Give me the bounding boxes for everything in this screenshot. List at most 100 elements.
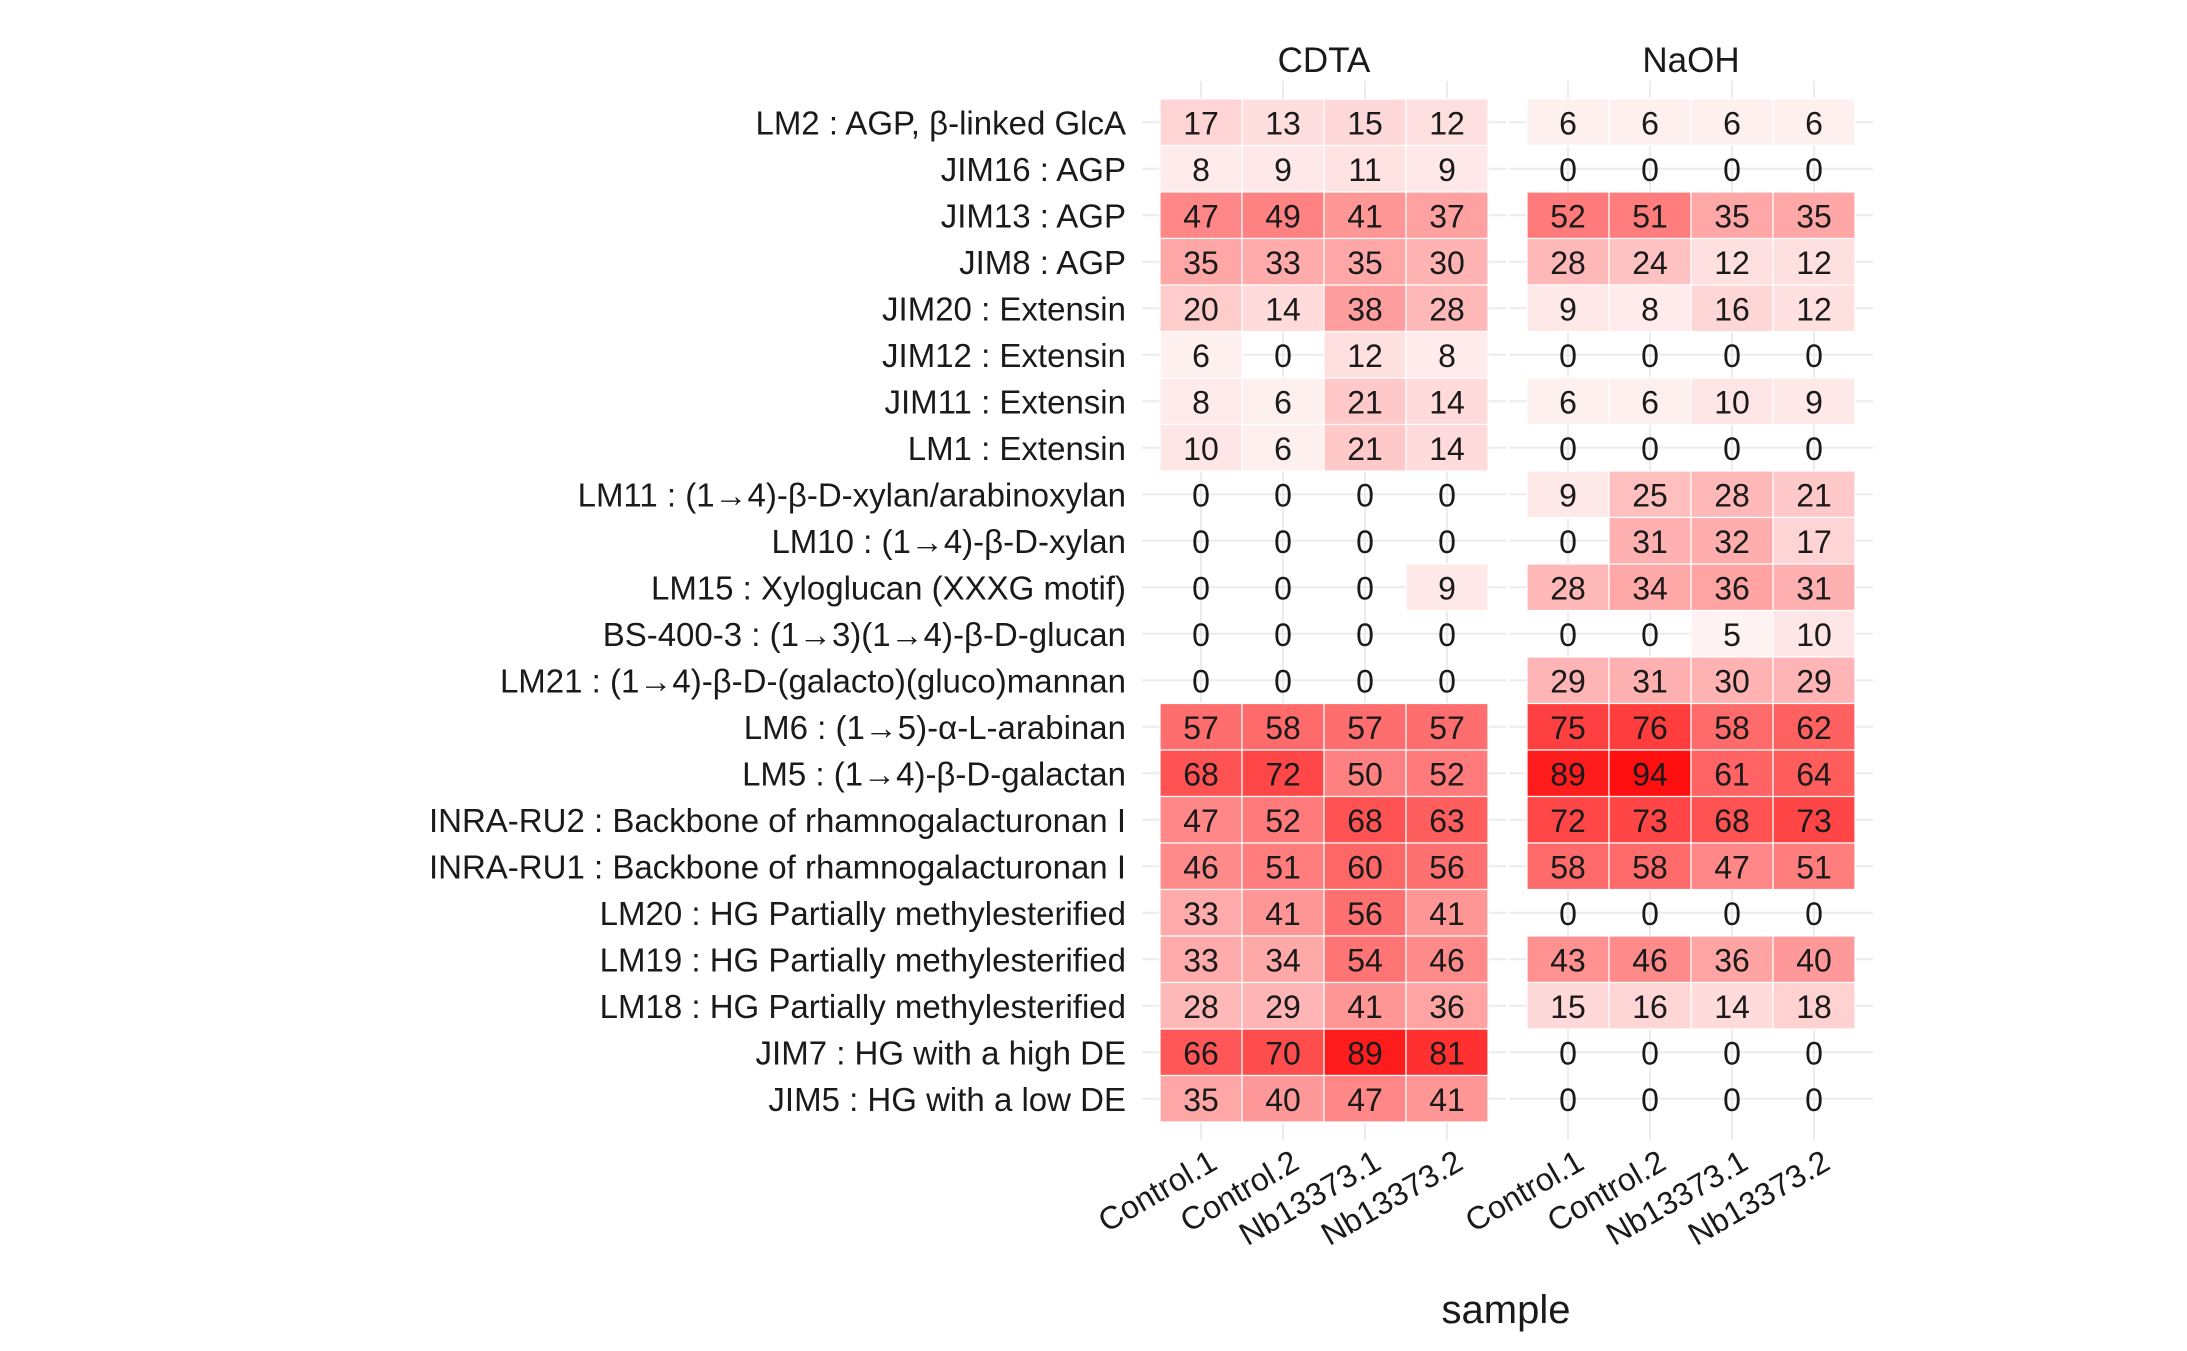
cell-value-label: 10	[1183, 431, 1219, 467]
cell-value-label: 58	[1714, 710, 1750, 746]
cell-value-label: 5	[1723, 617, 1741, 653]
heatmap-cell	[1690, 749, 1774, 798]
heatmap-cell	[1690, 377, 1774, 426]
heatmap-cell	[1323, 1028, 1407, 1077]
heatmap-cell	[1772, 749, 1856, 798]
heatmap-cell	[1526, 284, 1610, 333]
heatmap-cell	[1159, 377, 1243, 426]
cell-value-label: 40	[1796, 942, 1832, 978]
cell-value-label: 8	[1192, 384, 1210, 420]
cell-value-label: 0	[1192, 617, 1210, 653]
heatmap-cell	[1608, 935, 1692, 984]
cell-value-label: 33	[1183, 896, 1219, 932]
heatmap-cell	[1608, 516, 1692, 565]
heatmap-cell	[1405, 795, 1489, 844]
heatmap-cell	[1608, 98, 1692, 147]
cell-value-label: 21	[1347, 384, 1383, 420]
cell-value-label: 47	[1347, 1082, 1383, 1118]
heatmap-cell	[1159, 1028, 1243, 1077]
cell-value-label: 9	[1438, 152, 1456, 188]
cell-value-label: 0	[1274, 524, 1292, 560]
heatmap-cell	[1323, 749, 1407, 798]
heatmap-cell	[1241, 98, 1325, 147]
cell-value-label: 89	[1347, 1035, 1383, 1071]
cell-value-label: 0	[1805, 1035, 1823, 1071]
row-label: JIM8 : AGP	[959, 244, 1126, 281]
cell-value-label: 29	[1265, 989, 1301, 1025]
row-labels: LM2 : AGP, β-linked GlcA JIM16 : AGP JIM13…	[429, 104, 1126, 1118]
cell-value-label: 29	[1550, 663, 1586, 699]
cell-value-label: 0	[1192, 477, 1210, 513]
cell-value-label: 0	[1723, 1082, 1741, 1118]
row-label: BS-400-3 : (1→3)(1→4)-β-D-glucan	[603, 616, 1126, 653]
heatmap-cell	[1323, 237, 1407, 286]
cell-value-label: 0	[1559, 896, 1577, 932]
heatmap-cell	[1159, 981, 1243, 1030]
cell-value-label: 94	[1632, 756, 1668, 792]
cell-value-label: 0	[1192, 524, 1210, 560]
row-label: LM11 : (1→4)-β-D-xylan/arabinoxylan	[578, 476, 1126, 513]
cell-value-label: 37	[1429, 198, 1465, 234]
heatmap-cell	[1608, 284, 1692, 333]
cell-value-label: 0	[1723, 152, 1741, 188]
cell-value-label: 9	[1559, 291, 1577, 327]
cell-value-label: 14	[1429, 384, 1465, 420]
cell-value-label: 58	[1632, 849, 1668, 885]
cell-value-label: 0	[1641, 338, 1659, 374]
heatmap-cells	[1159, 98, 1856, 1123]
heatmap-cell	[1690, 98, 1774, 147]
cell-value-label: 33	[1183, 942, 1219, 978]
cell-value-label: 16	[1632, 989, 1668, 1025]
heatmap-cell	[1405, 981, 1489, 1030]
cell-value-label: 43	[1550, 942, 1586, 978]
cell-value-label: 0	[1356, 477, 1374, 513]
cell-value-label: 63	[1429, 803, 1465, 839]
cell-value-label: 0	[1438, 477, 1456, 513]
heatmap-cell	[1323, 191, 1407, 240]
cell-value-label: 57	[1429, 710, 1465, 746]
heatmap-cell	[1690, 795, 1774, 844]
row-label: LM1 : Extensin	[908, 430, 1126, 467]
heatmap-cell	[1159, 423, 1243, 472]
row-label: LM19 : HG Partially methylesterified	[600, 941, 1126, 978]
cell-value-label: 9	[1438, 570, 1456, 606]
heatmap-cell	[1241, 1028, 1325, 1077]
cell-value-label: 41	[1265, 896, 1301, 932]
cell-value-label: 51	[1796, 849, 1832, 885]
cell-value-label: 9	[1559, 477, 1577, 513]
heatmap-cell	[1772, 191, 1856, 240]
cell-value-label: 9	[1805, 384, 1823, 420]
heatmap-cell	[1772, 981, 1856, 1030]
cell-value-label: 36	[1714, 570, 1750, 606]
heatmap-cell	[1323, 795, 1407, 844]
cell-value-label: 6	[1641, 105, 1659, 141]
heatmap-cell	[1159, 795, 1243, 844]
cell-value-label: 0	[1274, 617, 1292, 653]
cell-value-label: 15	[1347, 105, 1383, 141]
heatmap-cell	[1690, 191, 1774, 240]
cell-value-label: 12	[1714, 245, 1750, 281]
cell-value-label: 57	[1347, 710, 1383, 746]
cell-value-label: 18	[1796, 989, 1832, 1025]
cell-value-label: 30	[1714, 663, 1750, 699]
heatmap-cell	[1405, 237, 1489, 286]
cell-value-label: 57	[1183, 710, 1219, 746]
heatmap-cell	[1608, 749, 1692, 798]
heatmap-cell	[1608, 377, 1692, 426]
cell-value-label: 56	[1347, 896, 1383, 932]
cell-value-label: 35	[1714, 198, 1750, 234]
cell-value-label: 0	[1641, 1082, 1659, 1118]
cell-value-label: 13	[1265, 105, 1301, 141]
heatmap-cell	[1690, 609, 1774, 658]
cell-value-label: 21	[1347, 431, 1383, 467]
cell-value-label: 41	[1429, 896, 1465, 932]
cell-value-label: 0	[1641, 152, 1659, 188]
heatmap-cell	[1159, 191, 1243, 240]
cell-value-label: 41	[1347, 989, 1383, 1025]
cell-value-label: 0	[1723, 1035, 1741, 1071]
heatmap-cell	[1526, 795, 1610, 844]
heatmap-cell	[1608, 656, 1692, 705]
cell-value-label: 16	[1714, 291, 1750, 327]
